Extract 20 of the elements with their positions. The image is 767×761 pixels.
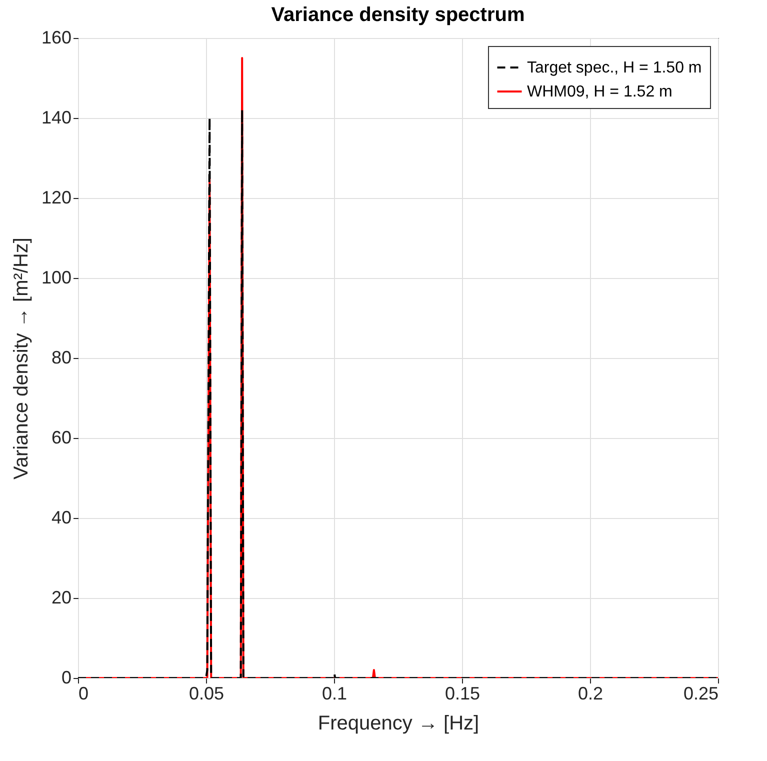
legend-label: WHM09, H = 1.52 m: [527, 84, 672, 100]
y-tick-label: 140: [41, 108, 72, 128]
legend-label: Target spec., H = 1.50 m: [527, 60, 702, 76]
x-tick-label: 0: [78, 684, 89, 704]
x-tick-label: 0.05: [188, 684, 224, 704]
x-axis-title: Frequency → [Hz]: [318, 712, 480, 734]
y-tick-label: 40: [51, 508, 72, 528]
x-tick-label: 0.15: [444, 684, 480, 704]
y-tick-label: 0: [61, 668, 72, 688]
x-tick-label: 0.25: [683, 684, 718, 704]
y-tick-label: 120: [41, 188, 72, 208]
chart-title: Variance density spectrum: [271, 4, 525, 26]
y-tick-label: 80: [51, 348, 72, 368]
x-tick-label: 0.2: [578, 684, 604, 704]
y-axis-title: Variance density → [m²/Hz]: [10, 238, 32, 480]
x-tick-label: 0.1: [322, 684, 348, 704]
y-tick-label: 100: [41, 268, 72, 288]
y-tick-label: 60: [51, 428, 72, 448]
y-tick-label: 160: [41, 28, 72, 48]
y-tick-label: 20: [51, 588, 72, 608]
